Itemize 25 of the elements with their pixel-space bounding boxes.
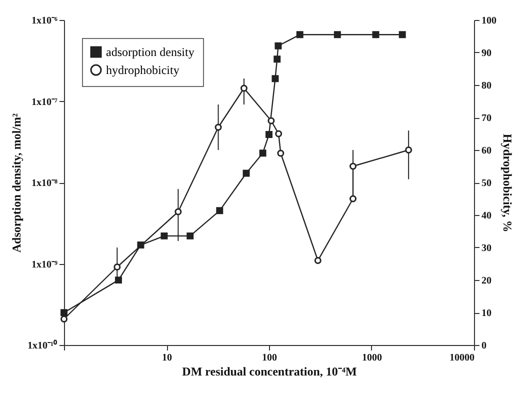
y2-tick-label: 90 bbox=[482, 48, 492, 59]
y2-tick-label: 30 bbox=[482, 243, 492, 254]
y2-tick-label: 80 bbox=[482, 80, 492, 92]
y2-tick-label: 70 bbox=[482, 113, 492, 124]
y-tick-label: 1x10⁻⁹ bbox=[32, 259, 58, 270]
x-tick-label: 1000 bbox=[362, 352, 382, 364]
y-axis-title: Adsorption density, mol/m² bbox=[10, 112, 24, 253]
y2-tick-label: 20 bbox=[482, 276, 492, 286]
y2-tick-label: 0 bbox=[482, 340, 486, 352]
y2-tick-label: 60 bbox=[482, 146, 492, 156]
y2-tick-label: 10 bbox=[482, 308, 492, 319]
y-tick-label: 1x10⁻⁸ bbox=[32, 178, 58, 189]
x-tick-label: 10000 bbox=[450, 352, 474, 364]
legend-label: adsorption density bbox=[106, 45, 194, 59]
x-tick-label: 100 bbox=[262, 352, 277, 364]
y-tick-label: 1x10⁻⁶ bbox=[32, 16, 58, 26]
y2-tick-label: 40 bbox=[482, 210, 492, 222]
x-axis-title: DM residual concentration, 10⁻⁴M bbox=[182, 364, 357, 378]
y-tick-label: 1x10⁻¹⁰ bbox=[28, 340, 58, 352]
y2-axis-title: Hydrophobicity, % bbox=[500, 134, 514, 232]
x-tick-label: 10 bbox=[162, 352, 172, 364]
y2-tick-label: 100 bbox=[482, 16, 496, 26]
y-tick-label: 1x10⁻⁷ bbox=[32, 96, 58, 108]
y2-tick-label: 50 bbox=[482, 178, 492, 189]
legend-label: hydrophobicity bbox=[106, 63, 180, 77]
